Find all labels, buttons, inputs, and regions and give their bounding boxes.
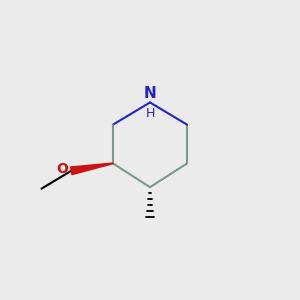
Text: H: H (145, 107, 155, 120)
Text: N: N (144, 86, 156, 101)
Text: O: O (56, 162, 68, 176)
Polygon shape (70, 163, 113, 175)
